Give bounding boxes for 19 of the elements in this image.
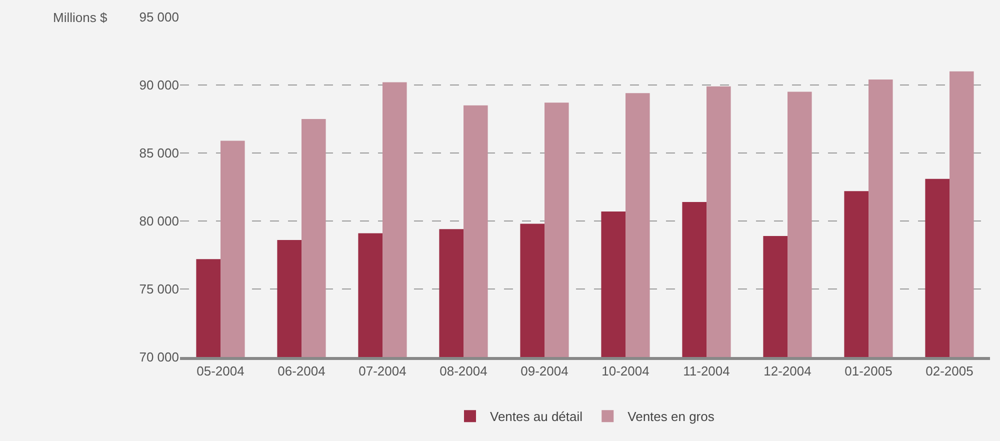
x-tick-label: 11-2004 [683, 364, 730, 379]
x-tick-label: 06-2004 [278, 364, 326, 379]
x-tick-label: 07-2004 [358, 364, 406, 379]
y-tick-label: 75 000 [139, 282, 179, 297]
y-tick-label: 70 000 [139, 350, 179, 365]
x-tick-label: 10-2004 [602, 364, 650, 379]
y-tick-label: 80 000 [139, 214, 179, 229]
y-tick-label: 95 000 [139, 10, 179, 25]
x-tick-label: 01-2005 [844, 364, 892, 379]
legend-label: Ventes au détail [490, 409, 583, 424]
y-axis-title: Millions $ [53, 10, 108, 25]
x-tick-label: 12-2004 [764, 364, 812, 379]
x-tick-label: 02-2005 [926, 364, 974, 379]
x-tick-label: 09-2004 [520, 364, 568, 379]
x-tick-label: 05-2004 [196, 364, 244, 379]
y-tick-label: 90 000 [139, 78, 179, 93]
x-tick-label: 08-2004 [440, 364, 488, 379]
y-tick-label: 85 000 [139, 146, 179, 161]
legend-label: Ventes en gros [628, 409, 715, 424]
